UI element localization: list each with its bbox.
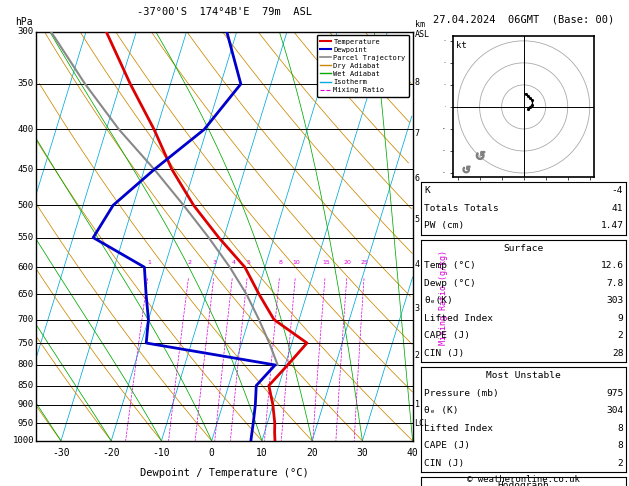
Text: θₑ (K): θₑ (K)	[424, 406, 459, 415]
Text: 12.6: 12.6	[600, 261, 623, 270]
Text: Dewpoint / Temperature (°C): Dewpoint / Temperature (°C)	[140, 468, 309, 478]
Text: -10: -10	[153, 448, 170, 458]
Text: 40: 40	[407, 448, 418, 458]
Text: CAPE (J): CAPE (J)	[424, 331, 470, 340]
Text: -20: -20	[103, 448, 120, 458]
Text: 7.8: 7.8	[606, 279, 623, 288]
Text: 30: 30	[357, 448, 368, 458]
Text: 8: 8	[279, 260, 282, 265]
Text: -37°00'S  174°4B'E  79m  ASL: -37°00'S 174°4B'E 79m ASL	[136, 7, 312, 17]
Text: -4: -4	[612, 187, 623, 195]
Text: 10: 10	[256, 448, 268, 458]
Text: 5: 5	[247, 260, 250, 265]
Text: 1000: 1000	[13, 436, 34, 445]
Text: 6: 6	[415, 174, 420, 183]
Text: 850: 850	[18, 381, 34, 390]
Text: Totals Totals: Totals Totals	[424, 204, 499, 213]
Text: LCL: LCL	[415, 419, 430, 428]
Text: 2: 2	[188, 260, 192, 265]
Text: Most Unstable: Most Unstable	[486, 371, 561, 380]
Text: Lifted Index: Lifted Index	[424, 314, 493, 323]
Text: 25: 25	[361, 260, 369, 265]
Text: 1: 1	[147, 260, 151, 265]
Text: K: K	[424, 187, 430, 195]
Text: 8: 8	[618, 424, 623, 433]
Text: 304: 304	[606, 406, 623, 415]
Text: 4: 4	[415, 260, 420, 269]
Text: 10: 10	[292, 260, 300, 265]
Text: 2: 2	[618, 459, 623, 468]
Text: 8: 8	[415, 78, 420, 87]
Text: 41: 41	[612, 204, 623, 213]
Text: 650: 650	[18, 290, 34, 299]
Text: Dewp (°C): Dewp (°C)	[424, 279, 476, 288]
Text: 3: 3	[213, 260, 217, 265]
Text: 500: 500	[18, 201, 34, 210]
Text: 2: 2	[415, 351, 420, 360]
Text: 950: 950	[18, 419, 34, 428]
Text: 900: 900	[18, 400, 34, 410]
Text: Mixing Ratio (g/kg): Mixing Ratio (g/kg)	[439, 250, 448, 345]
Text: 27.04.2024  06GMT  (Base: 00): 27.04.2024 06GMT (Base: 00)	[433, 15, 615, 25]
Text: 3: 3	[415, 304, 420, 313]
Text: Hodograph: Hodograph	[498, 481, 550, 486]
Text: 300: 300	[18, 27, 34, 36]
Text: 28: 28	[612, 349, 623, 358]
Text: 20: 20	[343, 260, 352, 265]
Text: 9: 9	[618, 314, 623, 323]
Text: -30: -30	[52, 448, 70, 458]
Text: CIN (J): CIN (J)	[424, 459, 464, 468]
Text: 350: 350	[18, 80, 34, 88]
Text: 0: 0	[209, 448, 214, 458]
Text: Pressure (mb): Pressure (mb)	[424, 389, 499, 398]
Text: CIN (J): CIN (J)	[424, 349, 464, 358]
Text: 750: 750	[18, 339, 34, 347]
Text: Lifted Index: Lifted Index	[424, 424, 493, 433]
Text: Surface: Surface	[504, 244, 543, 253]
Text: 975: 975	[606, 389, 623, 398]
Text: 600: 600	[18, 262, 34, 272]
Text: θₑ(K): θₑ(K)	[424, 296, 453, 305]
Text: km: km	[415, 20, 425, 29]
Text: 550: 550	[18, 233, 34, 242]
Text: 303: 303	[606, 296, 623, 305]
Text: Temp (°C): Temp (°C)	[424, 261, 476, 270]
Text: hPa: hPa	[15, 17, 33, 27]
Text: kt: kt	[456, 41, 467, 50]
Text: 700: 700	[18, 315, 34, 324]
Text: 400: 400	[18, 125, 34, 134]
Text: © weatheronline.co.uk: © weatheronline.co.uk	[467, 474, 580, 484]
Text: 8: 8	[618, 441, 623, 450]
Text: 450: 450	[18, 165, 34, 174]
Legend: Temperature, Dewpoint, Parcel Trajectory, Dry Adiabat, Wet Adiabat, Isotherm, Mi: Temperature, Dewpoint, Parcel Trajectory…	[317, 35, 409, 97]
Text: 1: 1	[415, 400, 420, 409]
Text: 20: 20	[306, 448, 318, 458]
Text: 5: 5	[415, 215, 420, 225]
Text: 7: 7	[415, 129, 420, 138]
Text: 800: 800	[18, 361, 34, 369]
Text: 2: 2	[618, 331, 623, 340]
Text: CAPE (J): CAPE (J)	[424, 441, 470, 450]
Text: 15: 15	[322, 260, 330, 265]
Text: ASL: ASL	[415, 30, 430, 39]
Text: PW (cm): PW (cm)	[424, 222, 464, 230]
Text: 1.47: 1.47	[600, 222, 623, 230]
Text: 4: 4	[231, 260, 235, 265]
